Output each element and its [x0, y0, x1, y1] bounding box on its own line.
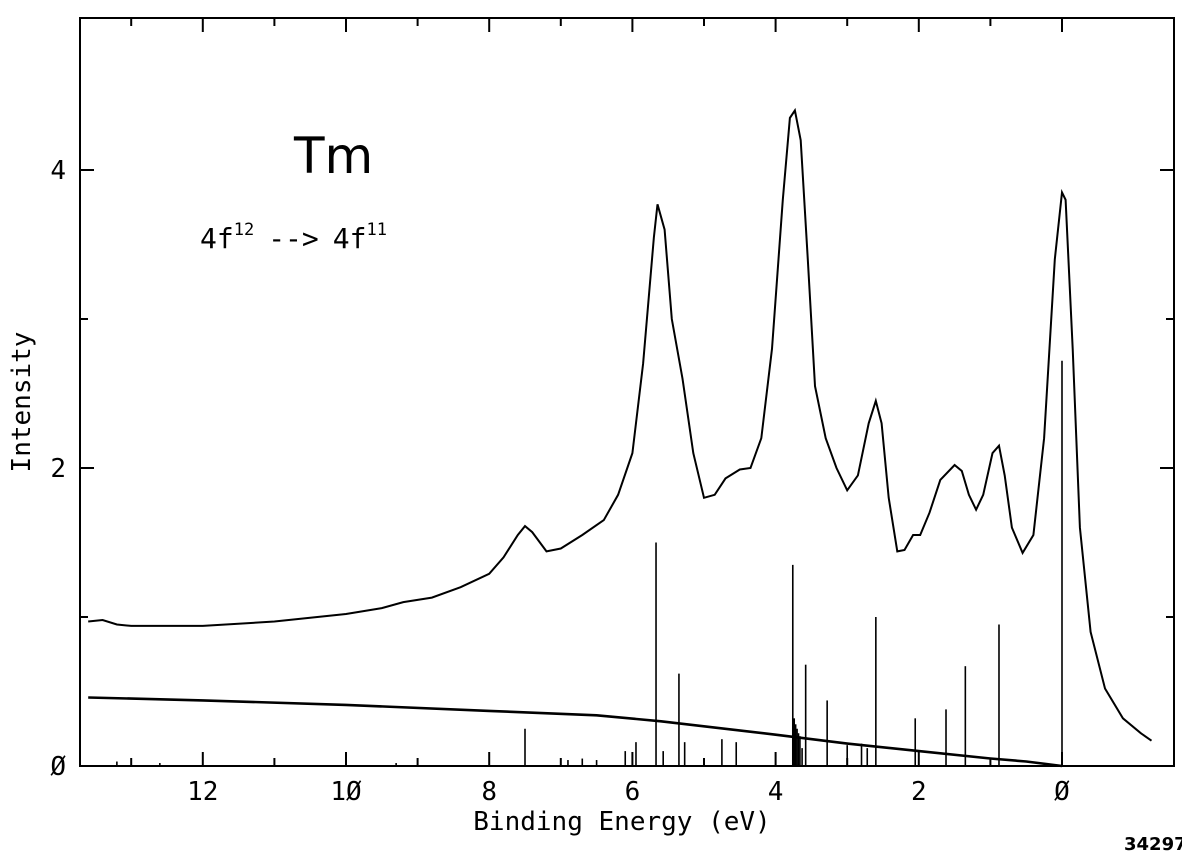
x-tick-label: Ø — [1054, 777, 1070, 807]
transition-from-sup: 12 — [234, 220, 254, 240]
x-tick-label: 2 — [911, 777, 927, 807]
transition-to: 4f — [333, 222, 367, 255]
axis-ticks — [80, 18, 1174, 767]
transition-arrow: --> — [268, 222, 319, 255]
y-tick-label: Ø — [50, 752, 66, 782]
transition-annotation: 4f12 --> 4f11 — [200, 220, 387, 255]
x-tick-label: 4 — [768, 777, 784, 807]
transition-to-sup: 11 — [367, 220, 387, 240]
background-curve — [88, 696, 1063, 768]
x-tick-label: 8 — [481, 777, 497, 807]
axis-tick-labels: 12 1Ø 8 6 4 2 Ø Ø 2 4 — [50, 156, 1070, 807]
y-axis-title: Intensity — [7, 332, 37, 473]
x-tick-label: 12 — [187, 777, 218, 807]
stick-spectrum — [116, 360, 1063, 766]
x-tick-label: 1Ø — [330, 777, 362, 807]
plot-frame — [79, 17, 1175, 767]
transition-from: 4f — [200, 222, 234, 255]
x-axis-title: Binding Energy (eV) — [473, 807, 770, 837]
spectrum-curve — [88, 107, 1153, 742]
figure-number: 34297 — [1124, 834, 1182, 852]
y-tick-label: 2 — [50, 454, 66, 484]
y-tick-label: 4 — [50, 156, 66, 186]
x-tick-label: 6 — [625, 777, 641, 807]
element-annotation: Tm — [293, 127, 373, 185]
